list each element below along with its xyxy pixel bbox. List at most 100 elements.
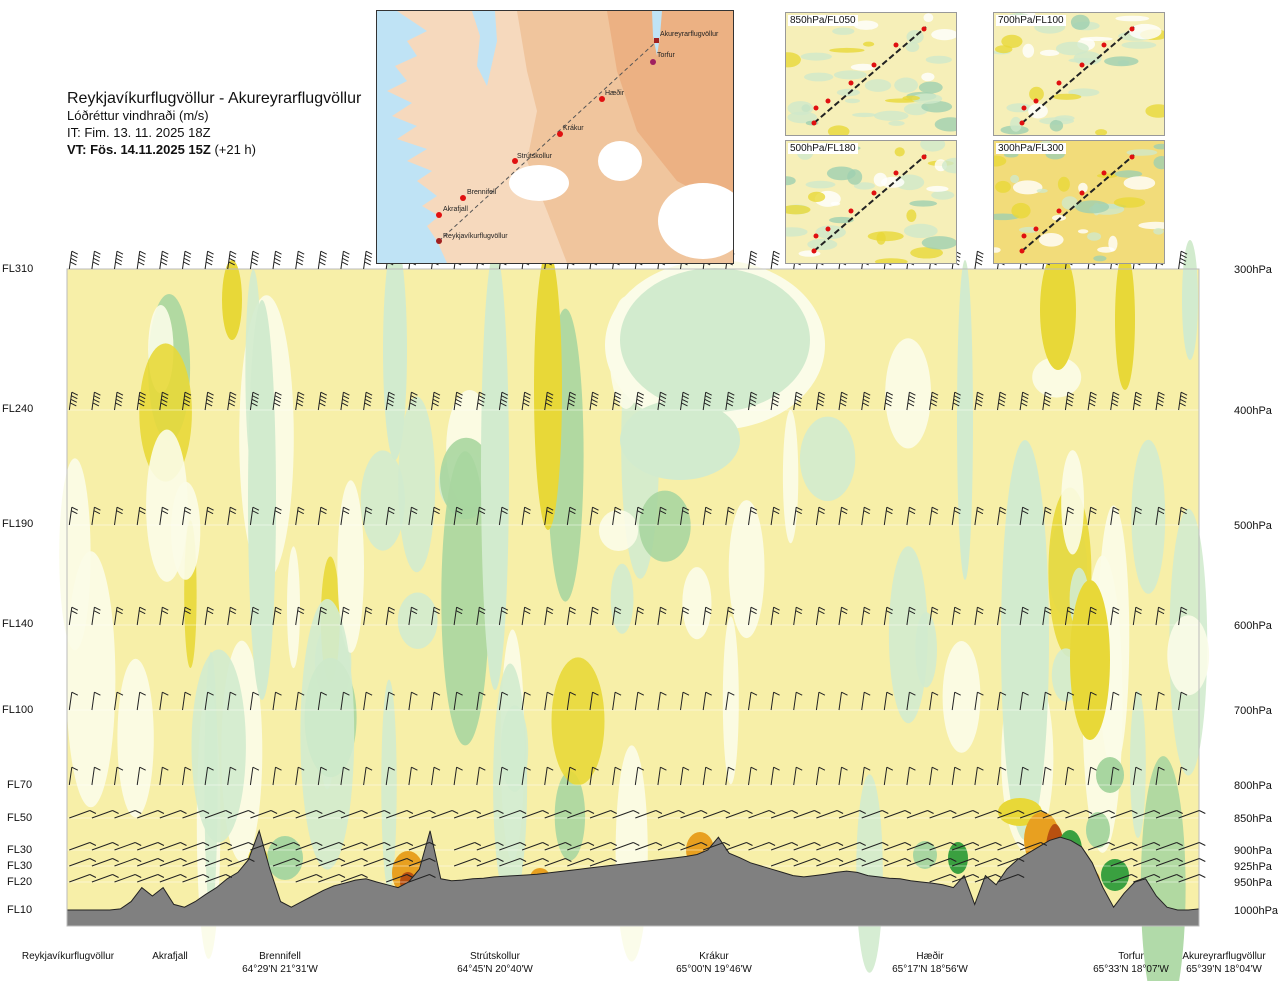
hpa-label: 925hPa <box>1234 861 1272 873</box>
wind-barb <box>68 391 79 411</box>
inset-contour <box>1010 116 1022 132</box>
wind-barb <box>1110 766 1120 786</box>
wind-barb <box>725 766 735 786</box>
wind-barb <box>567 810 595 819</box>
wind-barb <box>952 842 980 851</box>
wind-barb <box>838 391 848 411</box>
wind-contour <box>728 500 765 639</box>
inset-contour <box>805 180 836 189</box>
inset-contour <box>804 72 834 82</box>
wind-barb <box>1110 691 1120 711</box>
inset-contour <box>1036 188 1048 193</box>
inset-map-500: 500hPa/FL180 <box>785 140 957 264</box>
inset-contour <box>786 52 801 68</box>
inset-contour <box>864 79 892 92</box>
wind-barb <box>453 766 463 786</box>
wind-contour <box>337 480 365 653</box>
wind-barb <box>182 606 192 626</box>
wind-contour <box>1115 250 1135 390</box>
inset-contour <box>888 120 905 126</box>
wind-contour <box>222 260 242 340</box>
wind-barb <box>340 874 368 883</box>
wind-barb <box>702 391 712 411</box>
inset-contour <box>1006 103 1032 113</box>
inset-contour <box>845 98 860 104</box>
wind-barb <box>68 766 79 786</box>
fl-label: FL310 <box>2 263 34 275</box>
wind-barb <box>182 858 210 867</box>
wind-barb <box>951 606 961 626</box>
wind-barb <box>431 810 459 819</box>
inset-waypoint <box>921 154 927 160</box>
inset-contour <box>1052 93 1082 100</box>
inset-waypoint <box>1101 170 1107 176</box>
wind-barb <box>137 842 165 851</box>
wind-barb <box>272 858 300 867</box>
wind-contour <box>1086 812 1110 848</box>
wind-barb <box>1042 691 1052 711</box>
wind-barb <box>861 810 889 819</box>
wind-barb <box>317 606 328 626</box>
wind-barb <box>929 691 939 711</box>
wind-barb <box>317 691 328 711</box>
wind-barb <box>1087 691 1097 711</box>
wind-barb <box>974 766 984 786</box>
inset-contour <box>1123 176 1156 190</box>
wind-barb <box>906 606 916 626</box>
location-label: Strútskollur 64°45'N 20°40'W <box>457 951 533 975</box>
inset-contour <box>847 169 863 185</box>
map-label: Krákur <box>563 125 584 132</box>
inset-contour <box>1001 34 1023 48</box>
waypoint-marker <box>436 212 442 218</box>
wind-barb <box>544 506 554 526</box>
init-time: IT: Fim. 13. 11. 2025 18Z <box>67 125 211 140</box>
wind-barb <box>521 391 531 411</box>
wind-contour <box>615 745 648 962</box>
wind-contour <box>620 268 810 412</box>
wind-barb <box>770 391 780 411</box>
wind-barb <box>929 842 957 851</box>
wind-barb <box>1132 691 1143 711</box>
wind-barb <box>408 810 436 819</box>
inset-waypoint <box>811 248 817 254</box>
wind-barb <box>453 842 482 851</box>
wind-contour <box>248 300 276 700</box>
wind-barb <box>748 506 758 526</box>
inset-contour <box>894 147 905 157</box>
wind-barb <box>1178 391 1188 411</box>
wind-barb <box>249 391 260 411</box>
inset-contour <box>1138 221 1164 230</box>
wind-barb <box>159 506 169 526</box>
wind-barb <box>249 506 260 526</box>
wind-barb <box>453 810 482 819</box>
wind-barb <box>906 842 934 851</box>
location-label: Akrafjall <box>152 951 188 962</box>
wind-barb <box>816 842 844 851</box>
wind-barb <box>929 810 957 819</box>
wind-barb <box>1110 606 1120 626</box>
wind-barb <box>340 691 350 711</box>
wind-barb <box>1155 858 1183 867</box>
wind-barb <box>702 606 712 626</box>
inset-contour <box>1055 41 1089 56</box>
wind-barb <box>204 874 233 883</box>
inset-route-line <box>813 154 927 252</box>
wind-barb <box>137 874 165 883</box>
inset-contour <box>787 101 814 116</box>
wind-barb <box>114 391 124 411</box>
inset-contour <box>798 250 821 257</box>
inset-contour <box>800 52 832 61</box>
wind-barb <box>951 766 961 786</box>
wind-contour <box>598 510 639 551</box>
wind-barb <box>815 766 826 786</box>
wind-barb <box>861 691 871 711</box>
wind-barb <box>680 506 690 526</box>
wind-contour <box>1130 690 1146 839</box>
wind-contour <box>1061 450 1084 555</box>
wind-contour <box>191 649 246 843</box>
wind-barb <box>204 391 214 411</box>
wind-barb <box>544 391 554 411</box>
wind-barb <box>725 606 735 626</box>
wind-barb <box>974 842 1002 851</box>
wind-contour <box>267 836 303 880</box>
